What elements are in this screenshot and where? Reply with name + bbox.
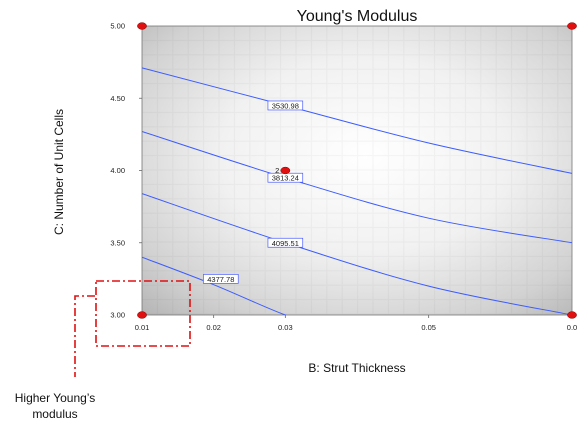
x-tick-label: 0.0 [567, 323, 577, 332]
y-tick-label: 5.00 [110, 22, 125, 31]
contour-line [142, 193, 572, 315]
x-axis-title: B: Strut Thickness [308, 361, 405, 375]
y-tick-label: 3.50 [110, 238, 125, 247]
design-point [280, 166, 291, 175]
x-axis-ticks: 0.01 0.02 0.03 0.05 0.0 [135, 315, 577, 332]
x-tick-label: 0.05 [421, 323, 436, 332]
design-point [567, 311, 577, 319]
contour-label-text: 4377.78 [207, 275, 234, 284]
y-axis-title: C: Number of Unit Cells [52, 109, 66, 235]
contour-label-box [203, 274, 239, 284]
y-tick-label: 4.00 [110, 166, 125, 175]
y-tick-label: 4.50 [110, 94, 125, 103]
contour-label-text: 3530.98 [272, 101, 299, 110]
contour-label: 3530.98 [267, 100, 304, 111]
y-axis-ticks: 3.00 3.50 4.00 4.50 5.00 [110, 22, 142, 320]
contour-label-text: 3813.24 [272, 174, 299, 183]
contour-label-box [267, 100, 304, 111]
x-tick-label: 0.03 [278, 323, 293, 332]
contour-label: 4377.78 [203, 274, 239, 284]
design-points: 2 [137, 22, 577, 319]
annotation-text-line-1: Higher Young’s [15, 391, 96, 405]
annotation-leader-line [74, 295, 95, 377]
higher-modulus-annotation: Higher Young’s modulus [15, 280, 191, 421]
design-point [137, 311, 147, 319]
design-point [567, 22, 577, 30]
contour-lines [142, 67, 572, 315]
contour-label: 4095.51 [267, 237, 304, 248]
chart-title: Young's Modulus [297, 8, 418, 25]
contour-line [142, 131, 572, 244]
x-tick-label: 0.01 [135, 323, 150, 332]
plot-cell-shading [142, 26, 572, 315]
contour-line [142, 256, 287, 315]
contour-label: 3813.24 [267, 172, 304, 183]
y-tick-label: 3.00 [110, 311, 125, 320]
contour-label-box [267, 237, 304, 248]
annotation-text-line-2: modulus [32, 407, 77, 421]
design-point [137, 22, 147, 30]
contour-line [142, 67, 572, 174]
x-tick-label: 0.02 [206, 323, 221, 332]
contour-label-text: 4095.51 [272, 239, 299, 248]
design-point-count: 2 [275, 166, 279, 175]
contour-labels: 3530.98 3813.24 4095.51 4377.78 [203, 100, 304, 284]
